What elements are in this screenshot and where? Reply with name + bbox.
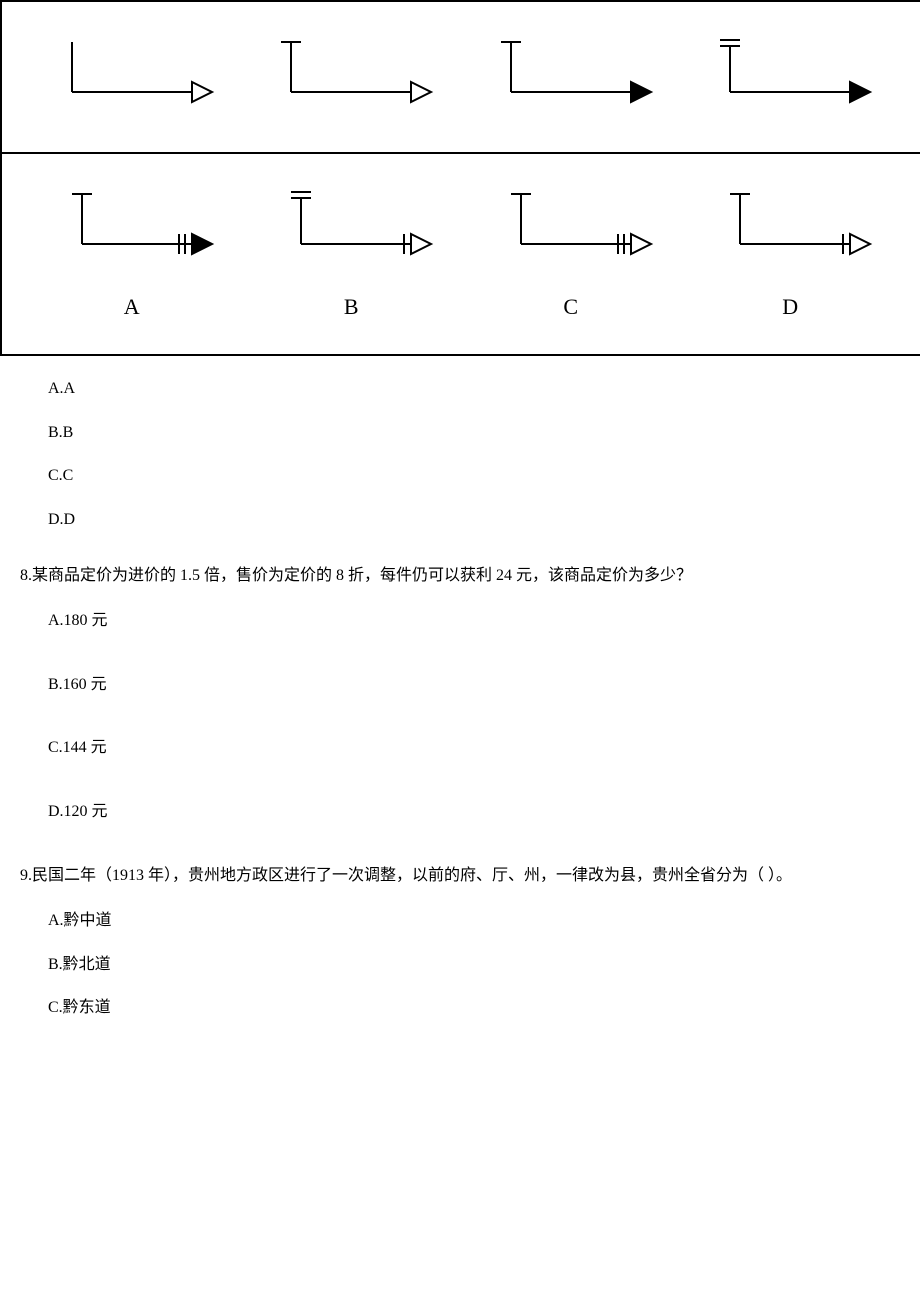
diagram-cell-r1-3	[461, 32, 681, 122]
diagram-cell-r1-1	[22, 32, 242, 122]
q8-option-c: C.144 元	[40, 735, 880, 761]
q7-options: A.A B.B C.C D.D	[0, 376, 920, 532]
diagram-label-a: A	[124, 289, 140, 324]
q8-option-b: B.160 元	[40, 672, 880, 698]
q7-option-a: A.A	[40, 376, 880, 402]
q8-option-a: A.180 元	[40, 608, 880, 634]
diagram-label-b: B	[344, 289, 359, 324]
diagram-cell-r2-b: B	[242, 184, 462, 324]
l-arrow-icon	[266, 184, 436, 274]
l-arrow-icon	[47, 32, 217, 122]
q7-option-c: C.C	[40, 463, 880, 489]
q8-text: 8.某商品定价为进价的 1.5 倍，售价为定价的 8 折，每件仍可以获利 24 …	[20, 563, 880, 589]
q7-option-d: D.D	[40, 507, 880, 533]
diagram-cell-r1-4	[681, 32, 901, 122]
l-arrow-icon	[705, 32, 875, 122]
q9-option-a: A.黔中道	[40, 908, 880, 934]
l-arrow-icon	[486, 32, 656, 122]
diagram-row-2: A B C	[2, 154, 920, 354]
q8-block: 8.某商品定价为进价的 1.5 倍，售价为定价的 8 折，每件仍可以获利 24 …	[0, 563, 920, 825]
diagram-label-c: C	[563, 289, 578, 324]
diagram-cell-r2-a: A	[22, 184, 242, 324]
diagram-container: A B C	[0, 0, 920, 356]
q9-option-b: B.黔北道	[40, 952, 880, 978]
q7-option-b: B.B	[40, 420, 880, 446]
diagram-cell-r1-2	[242, 32, 462, 122]
diagram-row-1	[2, 2, 920, 154]
q9-option-c: C.黔东道	[40, 995, 880, 1021]
diagram-cell-r2-c: C	[461, 184, 681, 324]
l-arrow-icon	[47, 184, 217, 274]
l-arrow-icon	[705, 184, 875, 274]
l-arrow-icon	[266, 32, 436, 122]
diagram-cell-r2-d: D	[681, 184, 901, 324]
q9-text: 9.民国二年（1913 年），贵州地方政区进行了一次调整，以前的府、厅、州，一律…	[20, 863, 880, 889]
q8-option-d: D.120 元	[40, 799, 880, 825]
diagram-label-d: D	[782, 289, 798, 324]
q9-block: 9.民国二年（1913 年），贵州地方政区进行了一次调整，以前的府、厅、州，一律…	[0, 863, 920, 1021]
l-arrow-icon	[486, 184, 656, 274]
